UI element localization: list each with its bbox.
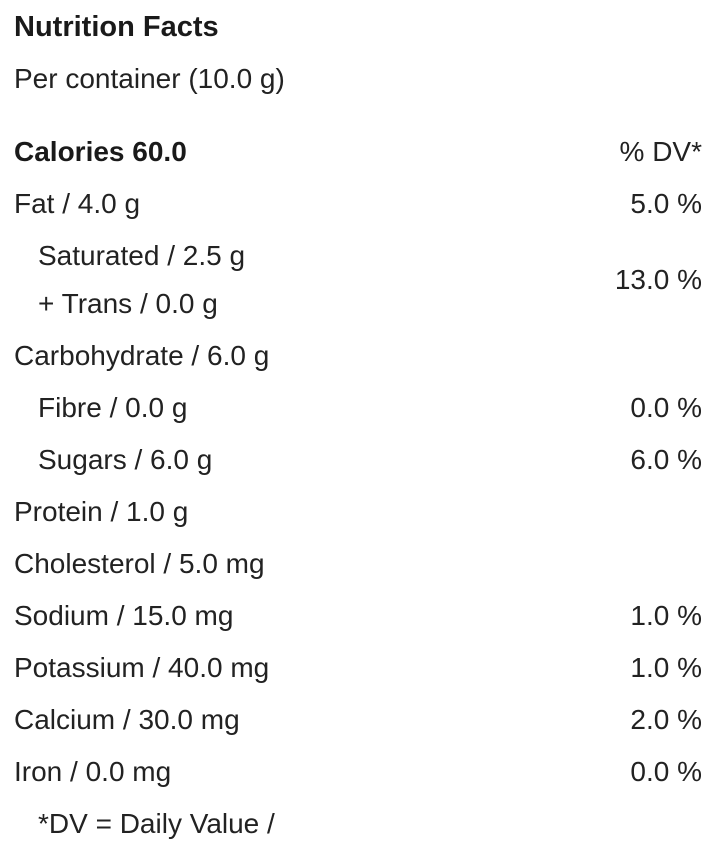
fat-dv: 5.0 % — [630, 188, 702, 219]
sugars-label: Sugars / 6.0 g — [38, 444, 213, 475]
fibre-label: Fibre / 0.0 g — [38, 392, 188, 423]
sodium-row: Sodium / 15.0 mg 1.0 % — [0, 596, 720, 636]
dv-header: % DV* — [619, 136, 702, 167]
iron-row: Iron / 0.0 mg 0.0 % — [0, 752, 720, 792]
sodium-label: Sodium / 15.0 mg — [14, 600, 234, 631]
protein-row: Protein / 1.0 g — [0, 492, 720, 532]
cholesterol-row: Cholesterol / 5.0 mg — [0, 544, 720, 584]
serving-size: Per container (10.0 g) — [14, 63, 285, 94]
potassium-label: Potassium / 40.0 mg — [14, 652, 270, 683]
saturated-trans-row: Saturated / 2.5 g + Trans / 0.0 g 13.0 % — [0, 236, 720, 332]
saturated-trans-dv: 13.0 % — [614, 264, 702, 295]
calories-row: Calories 60.0 % DV* — [0, 132, 720, 172]
calories-label: Calories 60.0 — [14, 136, 187, 167]
fibre-row: Fibre / 0.0 g 0.0 % — [0, 388, 720, 428]
protein-label: Protein / 1.0 g — [14, 496, 189, 527]
carbohydrate-row: Carbohydrate / 6.0 g — [0, 336, 720, 376]
potassium-row: Potassium / 40.0 mg 1.0 % — [0, 648, 720, 688]
cholesterol-label: Cholesterol / 5.0 mg — [14, 548, 265, 579]
trans-label: + Trans / 0.0 g — [38, 288, 218, 319]
fat-row: Fat / 4.0 g 5.0 % — [0, 184, 720, 224]
potassium-dv: 1.0 % — [630, 652, 702, 683]
calcium-label: Calcium / 30.0 mg — [14, 704, 240, 735]
iron-dv: 0.0 % — [630, 756, 702, 787]
dv-footnote: *DV = Daily Value / — [38, 808, 275, 839]
panel-title: Nutrition Facts — [14, 11, 219, 43]
carbohydrate-label: Carbohydrate / 6.0 g — [14, 340, 270, 371]
sugars-row: Sugars / 6.0 g 6.0 % — [0, 440, 720, 480]
sugars-dv: 6.0 % — [630, 444, 702, 475]
fibre-dv: 0.0 % — [630, 392, 702, 423]
calcium-dv: 2.0 % — [630, 704, 702, 735]
calcium-row: Calcium / 30.0 mg 2.0 % — [0, 700, 720, 740]
iron-label: Iron / 0.0 mg — [14, 756, 172, 787]
sodium-dv: 1.0 % — [630, 600, 702, 631]
saturated-label: Saturated / 2.5 g — [38, 240, 246, 271]
fat-label: Fat / 4.0 g — [14, 188, 141, 219]
